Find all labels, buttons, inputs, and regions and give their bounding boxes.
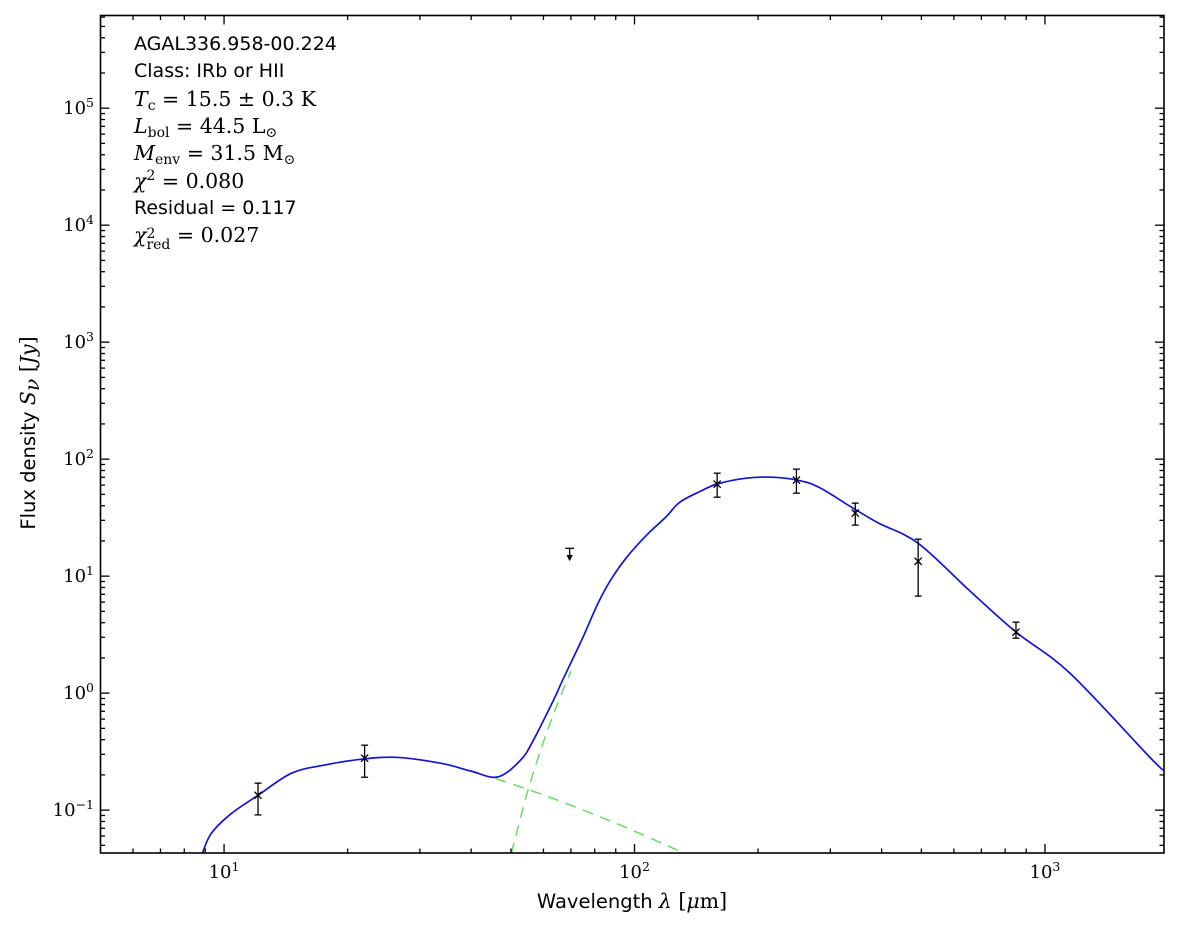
text-part: = 0.080 (155, 168, 245, 193)
text-part: = 44.5 L (169, 114, 266, 139)
x-marker (713, 480, 722, 489)
annotation-class: Class: IRb or HII (134, 58, 337, 85)
text-part: 2 (146, 167, 156, 184)
text-part: Class: IRb or HII (134, 60, 285, 83)
total-model-fit-curve (201, 476, 1164, 853)
text-part: ⊙ (283, 152, 296, 169)
annotation-residual: Residual = 0.117 (134, 195, 337, 222)
text-part: bol (147, 125, 170, 142)
x-marker (851, 509, 860, 518)
text-part: μ (686, 889, 700, 913)
sup-sub-stack: 2 red (146, 226, 171, 254)
x-marker (253, 791, 263, 800)
annotation-envelope-mass: Menv = 31.5 M⊙ (134, 140, 337, 167)
axes-frame (99, 14, 1165, 854)
arrow-head (566, 555, 573, 562)
annotation-source-name: AGAL336.958-00.224 (134, 31, 337, 58)
text-part: m] (699, 889, 728, 913)
text-part: env (155, 152, 181, 169)
x-axis-label: Wavelength λ [μm] (432, 889, 832, 913)
text-part: c (147, 97, 156, 114)
annotation-chi-square: χ2 = 0.080 (134, 168, 337, 195)
cold-component-t-15-5-k--curve (510, 670, 572, 853)
data-point (360, 744, 369, 778)
warm-component-curve (495, 777, 679, 852)
text-part: ] (16, 336, 40, 345)
text-part: M (134, 141, 155, 166)
text-part: [ (16, 364, 40, 379)
text-part: = 15.5 ± 0.3 K (155, 86, 317, 111)
text-part: Jy (16, 344, 40, 365)
data-point (713, 472, 722, 498)
data-point (1011, 621, 1021, 639)
x-marker (1011, 628, 1021, 637)
ticks-group (100, 15, 1164, 853)
text-part: AGAL336.958-00.224 (134, 33, 337, 55)
text-part: λ (658, 889, 672, 913)
data-point (914, 538, 923, 597)
text-part: [ (671, 889, 687, 913)
text-part: Residual = 0.117 (134, 197, 297, 220)
x-marker (360, 754, 369, 763)
text-part: S (16, 391, 40, 406)
text-part: = 0.027 (170, 223, 260, 248)
x-marker (792, 476, 801, 485)
text-part: L (134, 114, 148, 139)
text-part: = 31.5 M (180, 141, 284, 166)
annotation-block: AGAL336.958-00.224 Class: IRb or HII Tc = … (134, 31, 337, 254)
x-marker (914, 557, 923, 566)
text-part: ν (20, 378, 44, 392)
data-point (792, 468, 801, 494)
text-part: Wavelength (536, 890, 659, 913)
y-axis-label: Flux density Sν [Jy] (16, 283, 44, 583)
data-point (253, 782, 263, 816)
text-part: χ (134, 168, 147, 193)
annotation-chi-square-reduced: χ 2 red = 0.027 (134, 222, 337, 254)
text-part: T (134, 86, 148, 111)
data-point (851, 502, 860, 526)
upper-limit-arrow (565, 547, 575, 562)
text-part: ⊙ (265, 125, 278, 142)
curves-group (201, 476, 1164, 853)
text-part: Flux density (17, 405, 40, 530)
annotation-luminosity: Lbol = 44.5 L⊙ (134, 113, 337, 140)
text-part: χ (134, 223, 147, 248)
annotation-temperature: Tc = 15.5 ± 0.3 K (134, 86, 337, 113)
